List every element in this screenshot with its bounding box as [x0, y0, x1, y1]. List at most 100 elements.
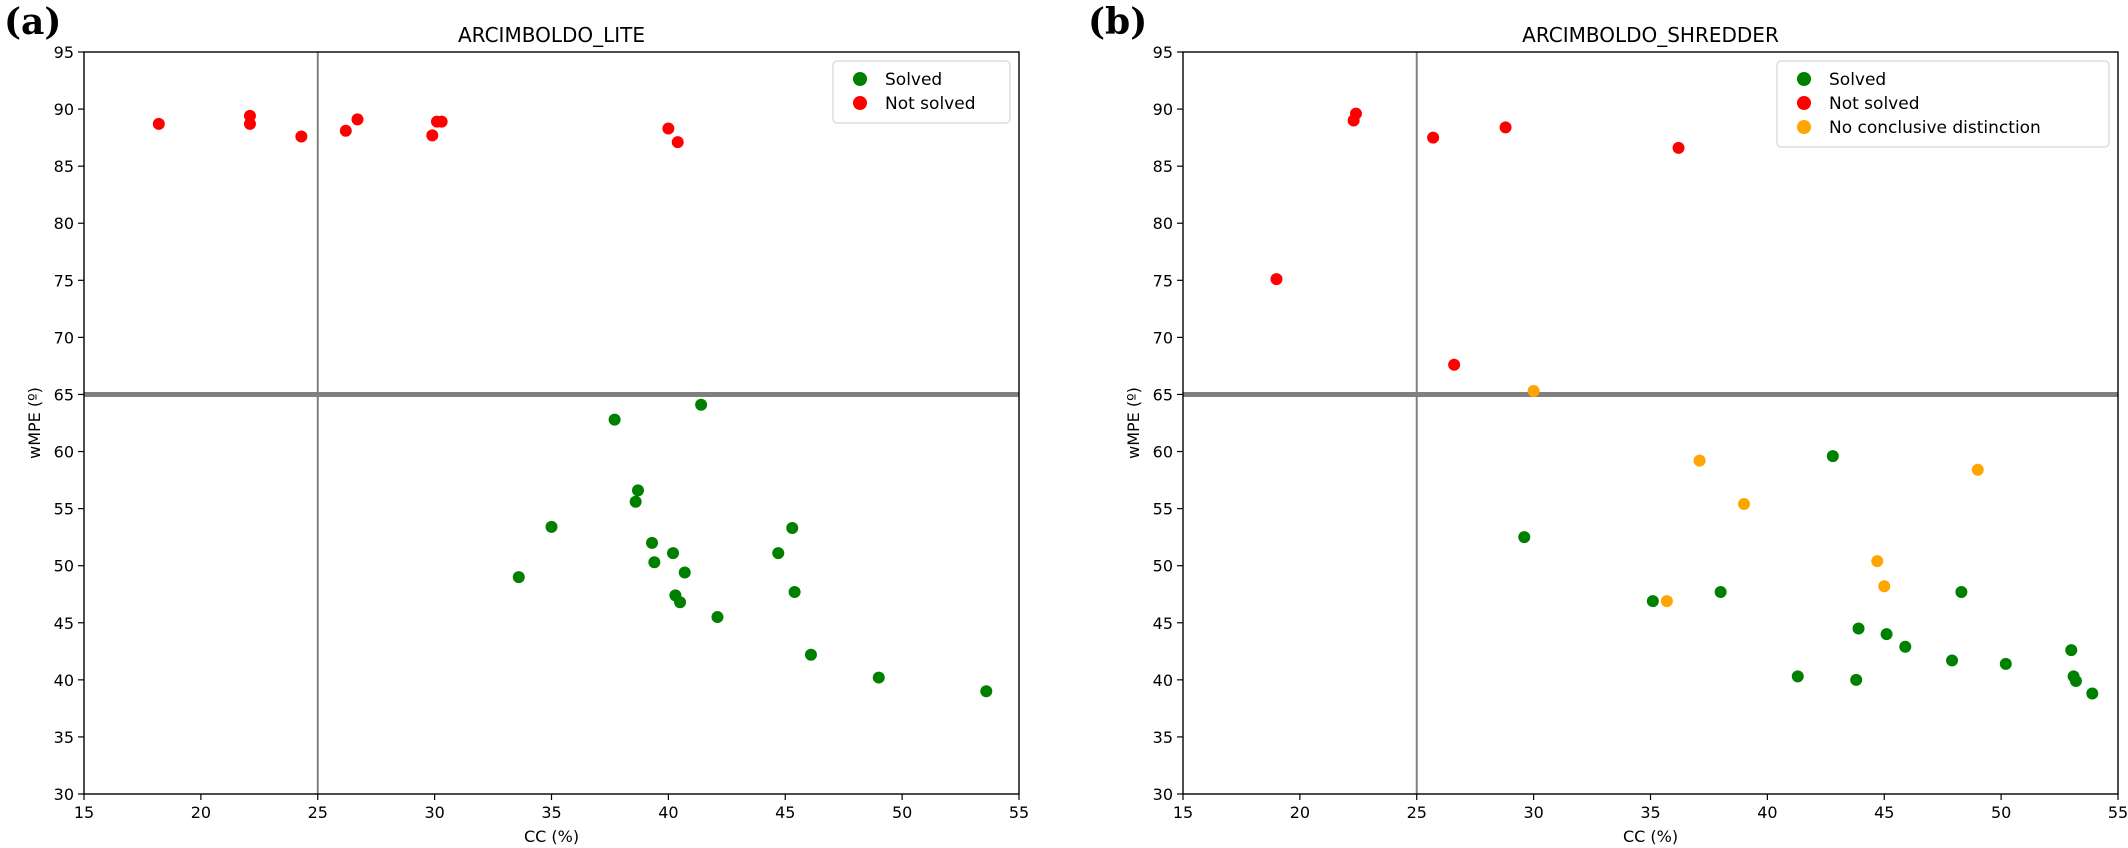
data-point [2069, 674, 2082, 687]
data-point [1999, 657, 2012, 670]
y-tick-label: 40 [54, 671, 74, 690]
y-tick-label: 85 [54, 157, 74, 176]
data-point [1672, 141, 1685, 154]
y-tick-label: 95 [1153, 43, 1173, 62]
series-not_solved [1270, 107, 1685, 371]
x-axis-label: CC (%) [524, 827, 579, 846]
x-tick-label: 55 [1009, 803, 1029, 822]
data-point [788, 585, 801, 598]
data-point [1955, 585, 1968, 598]
y-tick-label: 60 [1153, 443, 1173, 462]
data-point [1448, 358, 1461, 371]
chart-panel: (a) ARCIMBOLDO_LITE 15 20 25 30 35 40 45 50 55 30 35… [4, 1, 1029, 846]
data-point [1880, 628, 1893, 641]
legend-marker [1797, 72, 1811, 86]
legend-marker [1797, 120, 1811, 134]
legend-label: No conclusive distinction [1829, 118, 2041, 138]
data-point [772, 547, 785, 560]
data-point [1971, 463, 1984, 476]
x-tick-label: 50 [1991, 803, 2011, 822]
y-tick-label: 80 [54, 214, 74, 233]
data-point [678, 566, 691, 579]
data-point [872, 671, 885, 684]
data-point [152, 117, 165, 130]
y-tick-label: 95 [54, 43, 74, 62]
y-tick-label: 70 [1153, 328, 1173, 347]
x-tick-label: 40 [658, 803, 678, 822]
y-tick-label: 75 [1153, 271, 1173, 290]
legend-label: Not solved [885, 94, 975, 114]
y-tick-label: 30 [1153, 785, 1173, 804]
legend-marker [853, 72, 867, 86]
data-point [2065, 644, 2078, 657]
x-tick-label: 35 [1640, 803, 1660, 822]
data-point [631, 484, 644, 497]
data-point [786, 522, 799, 535]
data-point [1527, 385, 1540, 398]
data-point [608, 413, 621, 426]
x-tick-label: 50 [892, 803, 912, 822]
chart-title: ARCIMBOLDO_SHREDDER [1522, 23, 1779, 47]
x-tick-label: 20 [191, 803, 211, 822]
y-tick-label: 45 [54, 614, 74, 633]
x-tick-label: 45 [1874, 803, 1894, 822]
y-tick-label: 50 [1153, 557, 1173, 576]
data-point [545, 520, 558, 533]
panel-label: (b) [1088, 1, 1147, 43]
series-solved [512, 398, 993, 698]
data-point [1518, 531, 1531, 544]
data-point [1349, 107, 1362, 120]
y-tick-label: 70 [54, 328, 74, 347]
x-tick-label: 15 [1173, 803, 1193, 822]
legend-marker [853, 96, 867, 110]
x-tick-label: 30 [1523, 803, 1543, 822]
data-point [648, 556, 661, 569]
chart-panel: (b) ARCIMBOLDO_SHREDDER 15 20 25 30 35 40 45 50 55… [1088, 1, 2128, 846]
data-point [1850, 673, 1863, 686]
data-point [295, 130, 308, 143]
data-point [1646, 595, 1659, 608]
legend-box [832, 60, 1011, 124]
plot-frame [83, 51, 1020, 795]
series-solved [1518, 450, 2099, 700]
y-tick-label: 60 [54, 443, 74, 462]
series-not_solved [152, 109, 684, 149]
y-tick-label: 55 [1153, 500, 1173, 519]
y-tick-label: 85 [1153, 157, 1173, 176]
plot-frame [1182, 51, 2119, 795]
y-tick-label: 90 [54, 100, 74, 119]
x-tick-label: 15 [74, 803, 94, 822]
y-tick-label: 65 [1153, 385, 1173, 404]
data-point [1714, 585, 1727, 598]
data-point [1791, 670, 1804, 683]
series-no_conclusive [1527, 385, 1984, 608]
legend-marker [1797, 96, 1811, 110]
y-axis-label: wMPE (º) [1124, 387, 1143, 459]
x-tick-label: 20 [1290, 803, 1310, 822]
data-point [1852, 622, 1865, 635]
chart-title: ARCIMBOLDO_LITE [458, 23, 645, 47]
data-point [1946, 654, 1959, 667]
x-tick-label: 45 [775, 803, 795, 822]
data-point [1871, 555, 1884, 568]
legend-label: Solved [885, 70, 942, 90]
y-tick-label: 55 [54, 500, 74, 519]
data-point [1878, 580, 1891, 593]
y-tick-label: 30 [54, 785, 74, 804]
y-tick-label: 65 [54, 385, 74, 404]
data-point [695, 398, 708, 411]
legend-box [1776, 60, 2110, 148]
data-point [1738, 498, 1750, 511]
data-point [1270, 273, 1283, 286]
y-tick-label: 50 [54, 557, 74, 576]
data-point [1427, 131, 1440, 144]
y-tick-label: 75 [54, 271, 74, 290]
data-point [243, 117, 256, 130]
data-point [1660, 595, 1673, 608]
data-point [435, 115, 448, 128]
x-tick-label: 40 [1757, 803, 1777, 822]
data-point [671, 136, 684, 149]
y-tick-label: 90 [1153, 100, 1173, 119]
panel-label: (a) [4, 1, 61, 43]
